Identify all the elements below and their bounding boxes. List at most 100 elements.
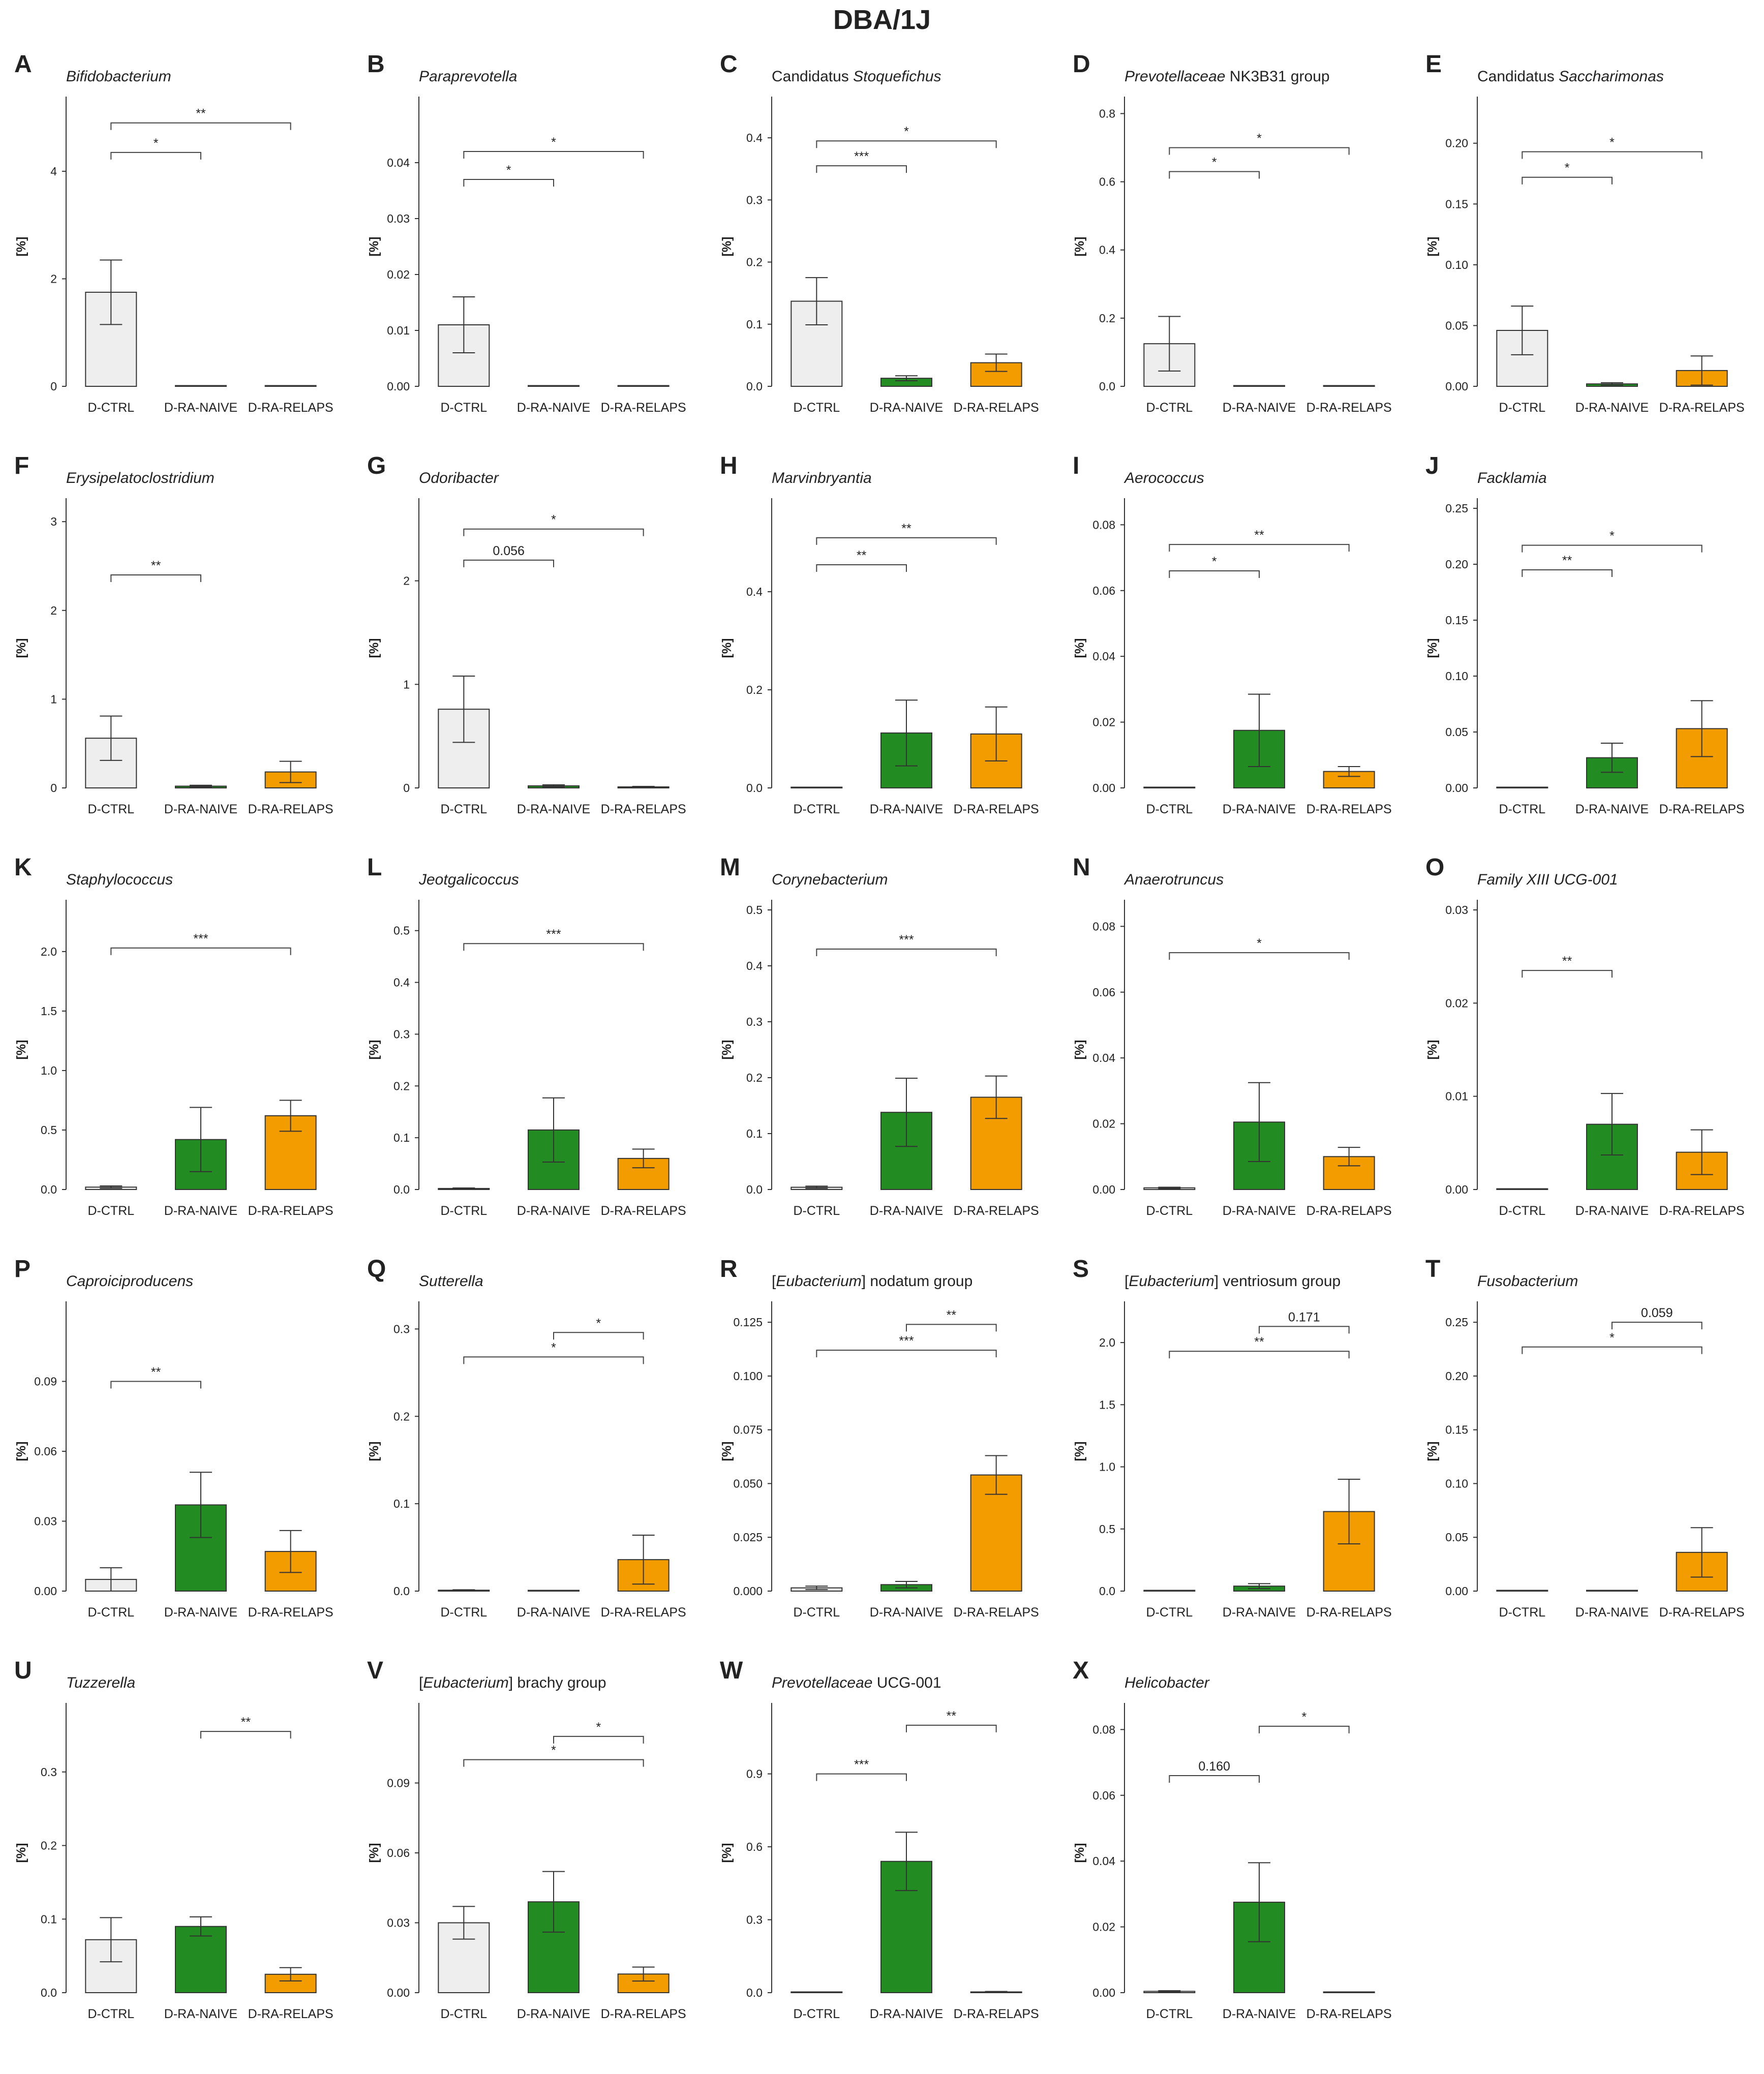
y-tick-label: 0.100: [733, 1369, 763, 1383]
panel-letter: X: [1073, 1657, 1089, 1684]
panel-letter: L: [367, 854, 382, 881]
panel-letter: A: [14, 51, 32, 78]
chart-svg-m: M Corynebacterium 0.0 0.1 0.2 0.3 0.4 0.5 [%] D-C…: [720, 854, 1039, 1218]
chart-panel-r: R [Eubacterium] nodatum group 0.000 0.025 0.…: [706, 1245, 1058, 1647]
error-bar: [100, 259, 123, 325]
x-tick-label: D-CTRL: [87, 2007, 134, 2021]
panel-title-part: Anaerotruncus: [1123, 871, 1224, 888]
y-tick-label: 2.0: [1099, 1336, 1115, 1349]
y-axis-label: [%]: [1073, 1442, 1087, 1461]
significance-bracket: [110, 151, 201, 160]
significance-bracket: [1259, 1725, 1350, 1733]
y-axis-label: [%]: [1425, 237, 1440, 257]
error-bar: [542, 784, 565, 787]
y-tick-label: 0.2: [1099, 312, 1115, 325]
y-tick-label: 0: [50, 781, 57, 795]
chart-svg-v: V [Eubacterium] brachy group 0.00 0.03 0.06 0…: [367, 1657, 686, 2021]
x-tick-label: D-RA-RELAPS: [601, 2007, 686, 2021]
chart-svg-p: P Caproiciproducens 0.00 0.03 0.06 0.09 [%] D-C…: [14, 1256, 333, 1620]
error-bar: [985, 1075, 1008, 1119]
y-tick-label: 0.08: [1092, 518, 1115, 531]
x-tick-label: D-RA-RELAPS: [954, 1605, 1039, 1620]
error-bar: [190, 784, 212, 788]
error-bar: [1690, 1129, 1713, 1175]
y-tick-label: 0.0: [41, 1986, 57, 1999]
x-tick-label: D-CTRL: [793, 1204, 840, 1218]
y-tick-label: 1.0: [41, 1064, 57, 1077]
significance-bracket: [110, 574, 201, 582]
panel-title-part: ] ventriosum group: [1214, 1273, 1341, 1290]
panel-letter: C: [720, 51, 738, 78]
panel-title-part: Stoquefichus: [853, 68, 941, 85]
x-tick-label: D-RA-RELAPS: [248, 401, 333, 415]
chart-panel-a: A Bifidobacterium 0 2 4 [%] D-CTRL D-RA-NAIVE D-…: [0, 41, 353, 442]
y-tick-label: 0.06: [1092, 584, 1115, 597]
y-tick-label: 0.2: [393, 1410, 410, 1423]
y-tick-label: 0.0: [746, 380, 763, 393]
y-tick-label: 0.15: [1445, 614, 1468, 627]
significance-label: 0.059: [1641, 1306, 1673, 1320]
significance-label: *: [596, 1720, 601, 1734]
panel-letter: R: [720, 1256, 738, 1283]
x-tick-label: D-RA-NAIVE: [164, 401, 237, 415]
significance-bracket: [816, 564, 907, 572]
significance-label: **: [947, 1308, 957, 1322]
y-tick-label: 0.00: [1445, 1584, 1468, 1598]
y-tick-label: 0.0: [1099, 380, 1115, 393]
x-tick-label: D-RA-RELAPS: [248, 1605, 333, 1620]
x-tick-label: D-RA-NAIVE: [164, 2007, 237, 2021]
y-tick-label: 0.15: [1445, 197, 1468, 210]
bar-d-ctrl: [790, 1991, 843, 1993]
error-bar: [1337, 766, 1360, 777]
x-tick-label: D-RA-NAIVE: [164, 802, 237, 816]
panel-title-part: [: [1124, 1273, 1129, 1290]
y-tick-label: 0.00: [1092, 781, 1115, 795]
panel-letter: T: [1425, 1256, 1440, 1283]
error-bar: [279, 1100, 302, 1132]
x-tick-label: D-RA-NAIVE: [1223, 2007, 1296, 2021]
y-tick-label: 0.20: [1445, 1369, 1468, 1383]
panel-title-part: Prevotellaceae: [1124, 68, 1225, 85]
y-tick-label: 0.20: [1445, 137, 1468, 150]
x-tick-label: D-CTRL: [87, 1204, 134, 1218]
chart-panel-l: L Jeotgalicoccus 0.0 0.1 0.2 0.3 0.4 0.5 [%] D-CT…: [353, 844, 706, 1245]
x-tick-label: D-CTRL: [1146, 2007, 1193, 2021]
chart-panel-f: F Erysipelatoclostridium 0 1 2 3 [%] D-CTRL D-RA…: [0, 442, 353, 844]
x-tick-label: D-RA-NAIVE: [517, 802, 590, 816]
y-axis-label: [%]: [14, 638, 28, 658]
panel-title-part: [: [419, 1674, 423, 1691]
panel-title-part: Jeotgalicoccus: [418, 871, 519, 888]
x-tick-label: D-RA-RELAPS: [1306, 1605, 1392, 1620]
chart-panel-c: C Candidatus Stoquefichus 0.0 0.1 0.2 0.3 0.4 […: [706, 41, 1058, 442]
panel-title-part: [: [772, 1273, 776, 1290]
significance-label: *: [506, 163, 511, 177]
y-tick-label: 0.1: [746, 1127, 763, 1140]
error-bar: [985, 706, 1008, 761]
panel-title: Bifidobacterium: [66, 68, 171, 85]
chart-svg-b: B Paraprevotella 0.00 0.01 0.02 0.03 0.04 [%] D-…: [367, 51, 686, 415]
error-bar: [632, 1966, 655, 1982]
error-bar: [1248, 1082, 1270, 1162]
y-tick-label: 0.0: [746, 1183, 763, 1196]
error-bar: [632, 1148, 655, 1169]
y-tick-label: 2: [403, 574, 410, 588]
chart-svg-u: U Tuzzerella 0.0 0.1 0.2 0.3 [%] D-CTRL D-RA-NAI…: [14, 1657, 333, 2021]
x-tick-label: D-CTRL: [793, 802, 840, 816]
y-tick-label: 1.5: [1099, 1398, 1115, 1411]
x-tick-label: D-RA-NAIVE: [1223, 802, 1296, 816]
y-tick-label: 0.04: [387, 156, 410, 169]
panel-title: Prevotellaceae NK3B31 group: [1124, 68, 1330, 85]
x-tick-label: D-RA-RELAPS: [1659, 802, 1745, 816]
panel-title: Tuzzerella: [66, 1674, 135, 1691]
x-tick-label: D-CTRL: [87, 1605, 134, 1620]
y-tick-label: 0.10: [1445, 258, 1468, 271]
y-tick-label: 4: [50, 165, 57, 178]
significance-label: 0.056: [493, 544, 525, 558]
x-tick-label: D-RA-NAIVE: [1575, 1605, 1649, 1620]
y-tick-label: 0: [50, 380, 57, 393]
panel-title-part: Family XIII UCG-001: [1477, 871, 1618, 888]
error-bar: [190, 1472, 212, 1538]
x-tick-label: D-RA-RELAPS: [954, 802, 1039, 816]
error-bar: [805, 1585, 828, 1591]
x-tick-label: D-RA-NAIVE: [1575, 401, 1649, 415]
